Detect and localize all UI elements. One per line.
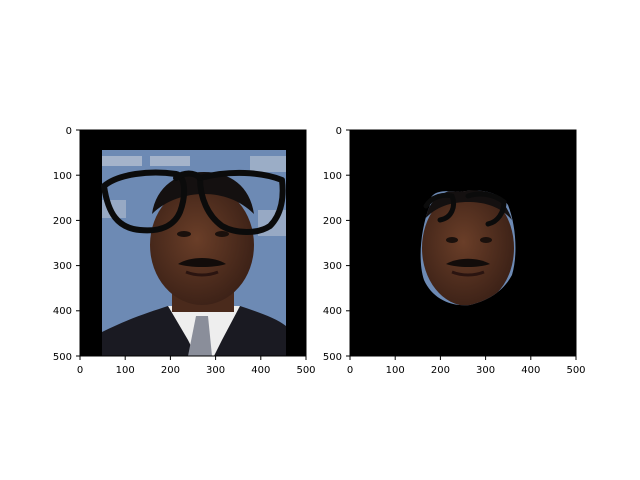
left-y-tick-label: 400: [53, 306, 72, 317]
right-y-tick-label: 200: [323, 216, 342, 227]
left-x-tick-label: 300: [206, 365, 225, 376]
left-y-tick-label: 100: [53, 171, 72, 182]
right-y-axis: 0 100 200 300 400 500: [323, 126, 350, 363]
left-image: [80, 130, 306, 356]
left-y-tick-label: 500: [53, 352, 72, 363]
left-y-axis: 0 100 200 300 400 500: [53, 126, 80, 363]
right-x-tick-label: 500: [566, 365, 585, 376]
right-y-tick-label: 100: [323, 171, 342, 182]
left-x-tick-label: 100: [116, 365, 135, 376]
left-x-tick-label: 0: [77, 365, 83, 376]
left-y-tick-label: 200: [53, 216, 72, 227]
right-y-tick-label: 400: [323, 306, 342, 317]
right-y-tick-label: 0: [336, 126, 342, 137]
right-x-tick-label: 400: [521, 365, 540, 376]
right-y-tick-label: 300: [323, 261, 342, 272]
right-x-tick-label: 300: [476, 365, 495, 376]
right-x-tick-label: 0: [347, 365, 353, 376]
right-y-tick-label: 500: [323, 352, 342, 363]
right-x-tick-label: 100: [386, 365, 405, 376]
left-y-tick-label: 300: [53, 261, 72, 272]
left-axes-frame: [79, 129, 307, 357]
left-x-axis: 0 100 200 300 400 500: [77, 356, 316, 376]
left-x-tick-label: 200: [161, 365, 180, 376]
right-image: [350, 130, 576, 356]
right-x-axis: 0 100 200 300 400 500: [347, 356, 586, 376]
right-axes-frame: [349, 129, 577, 357]
left-x-tick-label: 400: [251, 365, 270, 376]
left-y-tick-label: 0: [66, 126, 72, 137]
right-x-tick-label: 200: [431, 365, 450, 376]
left-x-tick-label: 500: [296, 365, 315, 376]
